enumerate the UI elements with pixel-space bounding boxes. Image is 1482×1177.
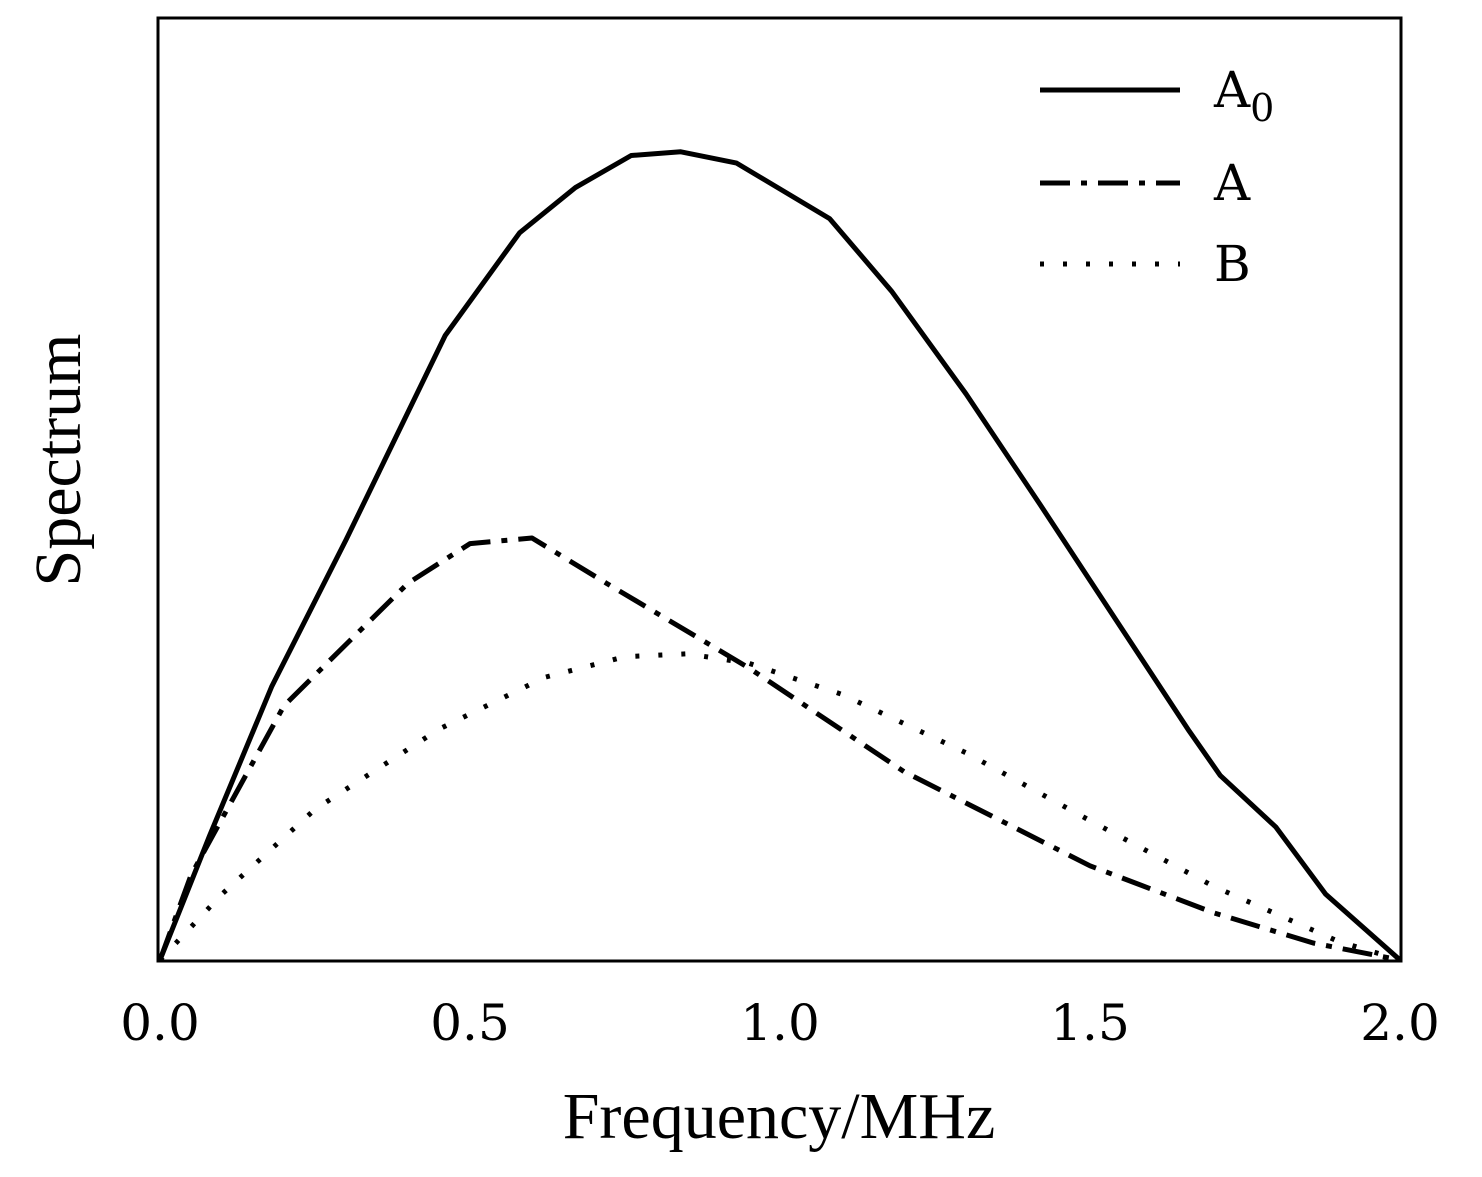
series-line-a-dash-dot: [157, 535, 1401, 963]
series-line-b-dotted: [158, 651, 1401, 963]
legend-label: B: [1214, 235, 1251, 293]
plot-frame: [156, 16, 1403, 963]
series-lines: [157, 149, 1402, 963]
x-tick-labels: 0.0 0.5 1.0 1.5 2.0: [120, 994, 1440, 1052]
legend-label: A0: [1213, 61, 1274, 130]
x-tick-label: 1.0: [740, 994, 820, 1052]
x-tick-label: 0.5: [430, 994, 510, 1052]
x-axis-title: Frequency/MHz: [563, 1080, 996, 1153]
legend: A0 AB: [1040, 61, 1274, 293]
legend-label: A: [1213, 154, 1251, 212]
x-tick-label: 1.5: [1050, 994, 1130, 1052]
x-tick-label: 0.0: [120, 994, 200, 1052]
y-axis-title: Spectrum: [22, 334, 95, 587]
series-line-a0-solid: [157, 149, 1402, 962]
x-tick-label: 2.0: [1360, 994, 1440, 1052]
